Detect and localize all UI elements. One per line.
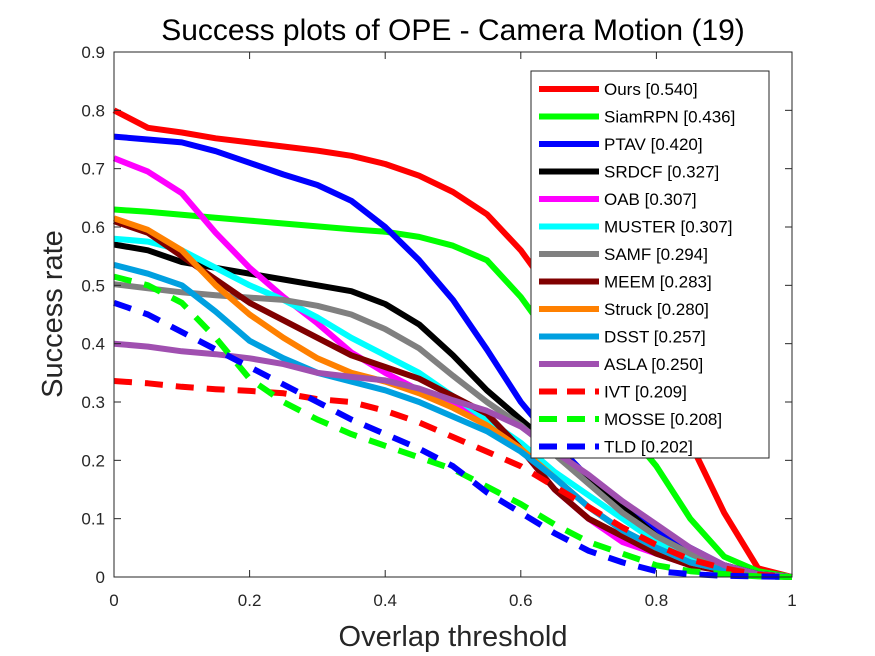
x-tick-label: 1	[787, 591, 796, 610]
legend-label-asla: ASLA [0.250]	[604, 355, 703, 374]
y-tick-label: 0.7	[81, 160, 105, 179]
legend-label-siamrpn: SiamRPN [0.436]	[604, 108, 735, 127]
y-tick-label: 0.2	[81, 451, 105, 470]
legend-label-tld: TLD [0.202]	[604, 438, 693, 457]
x-axis-title: Overlap threshold	[339, 621, 568, 653]
y-tick-label: 0.9	[81, 43, 105, 62]
y-tick-label: 0	[96, 568, 105, 587]
axes-box	[113, 51, 793, 578]
legend-label-mosse: MOSSE [0.208]	[604, 410, 722, 429]
legend-label-meem: MEEM [0.283]	[604, 273, 712, 292]
x-tick-label: 0	[109, 591, 118, 610]
legend-label-dsst: DSST [0.257]	[604, 328, 706, 347]
x-tick-label: 0.4	[373, 591, 397, 610]
legend-label-samf: SAMF [0.294]	[604, 245, 708, 264]
series-line-ivt	[113, 378, 793, 580]
legend-label-struck: Struck [0.280]	[604, 300, 709, 319]
y-tick-label: 0.8	[81, 101, 105, 120]
legend-label-oab: OAB [0.307]	[604, 190, 697, 209]
y-tick-label: 0.1	[81, 510, 105, 529]
x-tick-label: 0.2	[238, 591, 262, 610]
y-tick-label: 0.3	[81, 393, 105, 412]
series-line-meem	[113, 218, 793, 580]
series-line-siamrpn	[113, 206, 793, 580]
series-layer	[112, 107, 793, 580]
legend-label-ptav: PTAV [0.420]	[604, 135, 703, 154]
legend: Ours [0.540] SiamRPN [0.436] PTAV [0.420] S…	[530, 70, 770, 459]
x-tick-label: 0.6	[509, 591, 533, 610]
y-axis-title: Success rate	[37, 230, 69, 398]
axes-layer: 0 0.2 0.4 0.6 0.8 1 0 0.1 0.2 0.3 0.4 0.5 0.6 0.7 0.8 0…	[81, 43, 796, 610]
y-tick-label: 0.5	[81, 276, 105, 295]
y-tick-label: 0.4	[81, 335, 105, 354]
legend-label-muster: MUSTER [0.307]	[604, 218, 733, 237]
legend-label-ivt: IVT [0.209]	[604, 383, 687, 402]
series-line-mosse	[113, 273, 793, 580]
series-line-tld	[113, 299, 793, 580]
legend-label-ours: Ours [0.540]	[604, 80, 698, 99]
y-tick-label: 0.6	[81, 218, 105, 237]
x-tick-label: 0.8	[645, 591, 669, 610]
legend-label-srdcf: SRDCF [0.327]	[604, 163, 719, 182]
chart-title: Success plots of OPE - Camera Motion (19…	[161, 14, 745, 47]
